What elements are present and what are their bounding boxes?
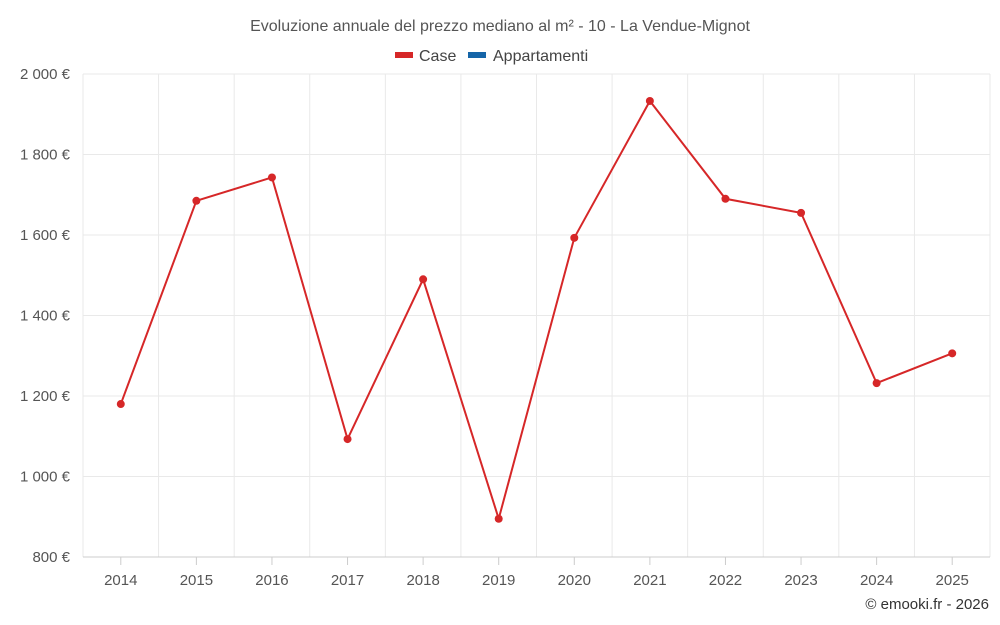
- x-tick-label: 2024: [860, 572, 893, 589]
- y-tick-label: 1 600 €: [20, 227, 71, 244]
- y-tick-label: 1 400 €: [20, 308, 71, 325]
- data-point[interactable]: [872, 379, 881, 388]
- x-tick-label: 2020: [558, 572, 591, 589]
- x-tick-label: 2016: [255, 572, 288, 589]
- data-point[interactable]: [797, 208, 806, 217]
- legend-label-appartamenti: Appartamenti: [493, 48, 588, 65]
- legend-swatch-case: [395, 52, 413, 58]
- y-tick-label: 800 €: [32, 549, 70, 566]
- x-tick-label: 2022: [709, 572, 742, 589]
- x-tick-label: 2019: [482, 572, 515, 589]
- axes: 800 € 1 000 € 1 200 € 1 400 € 1 600 € 1 800 €…: [20, 66, 990, 589]
- x-tick-label: 2015: [180, 572, 213, 589]
- x-tick-label: 2021: [633, 572, 666, 589]
- credit-text: © emooki.fr - 2026: [865, 596, 989, 613]
- data-point[interactable]: [343, 435, 352, 444]
- y-tick-label: 1 200 €: [20, 388, 71, 405]
- legend-item-case[interactable]: Case: [395, 48, 456, 65]
- data-point[interactable]: [192, 196, 201, 205]
- y-tick-label: 2 000 €: [20, 66, 71, 83]
- legend-item-appartamenti[interactable]: Appartamenti: [468, 48, 588, 65]
- chart-title: Evoluzione annuale del prezzo mediano al…: [250, 18, 750, 35]
- data-point[interactable]: [419, 275, 428, 284]
- series-line-case: [119, 99, 953, 523]
- y-tick-label: 1 000 €: [20, 469, 71, 486]
- grid: [82, 73, 991, 557]
- data-point[interactable]: [494, 514, 503, 523]
- x-tick-label: 2014: [104, 572, 137, 589]
- x-tick-label: 2017: [331, 572, 364, 589]
- series: [116, 96, 957, 523]
- y-tick-label: 1 800 €: [20, 147, 71, 164]
- x-tick-label: 2023: [784, 572, 817, 589]
- x-tick-label: 2025: [936, 572, 969, 589]
- legend-swatch-appartamenti: [468, 52, 486, 58]
- legend: Case Appartamenti: [395, 48, 588, 65]
- data-point[interactable]: [570, 233, 579, 242]
- legend-label-case: Case: [419, 48, 456, 65]
- data-point[interactable]: [267, 173, 276, 182]
- data-point[interactable]: [116, 400, 125, 409]
- data-point[interactable]: [645, 96, 654, 105]
- data-point[interactable]: [948, 349, 957, 358]
- data-point[interactable]: [721, 194, 730, 203]
- x-tick-label: 2018: [406, 572, 439, 589]
